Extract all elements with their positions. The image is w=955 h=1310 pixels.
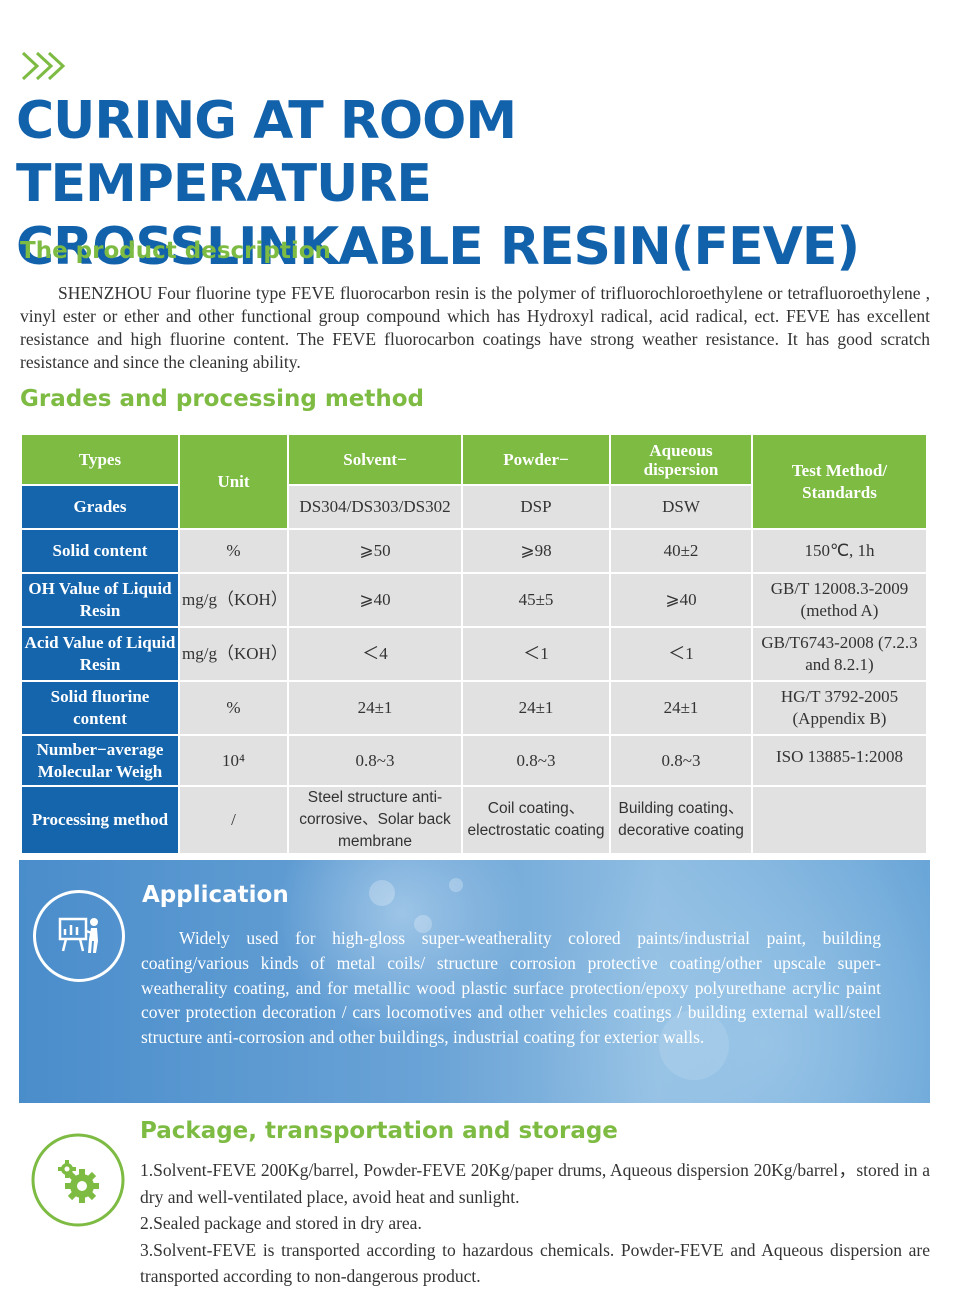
row-powder: Coil coating、electrostatic coating xyxy=(463,787,609,853)
row-label: Solid content xyxy=(22,530,178,572)
row-powder: 24±1 xyxy=(463,682,609,734)
grades-heading: Grades and processing method xyxy=(20,386,425,412)
table-row: Solid content % ⩾50 ⩾98 40±2 150℃, 1h xyxy=(22,530,926,572)
package-item: 2.Sealed package and stored in dry area. xyxy=(140,1213,422,1233)
header-unit: Unit xyxy=(180,435,287,528)
package-item: 1.Solvent-FEVE 200Kg/barrel, Powder-FEVE… xyxy=(140,1160,930,1207)
header-types: Types xyxy=(22,435,178,484)
description-heading: The product description xyxy=(20,238,331,264)
row-powder: ⩾98 xyxy=(463,530,609,572)
row-unit: % xyxy=(180,682,287,734)
row-label: Processing method xyxy=(22,787,178,853)
application-heading: Application xyxy=(142,882,289,908)
row-unit: mg/g（KOH） xyxy=(180,628,288,680)
row-unit: % xyxy=(180,530,287,572)
header-powder: Powder− xyxy=(463,435,609,484)
row-aqueous: 24±1 xyxy=(611,682,751,734)
header-grades: Grades xyxy=(22,486,178,528)
double-chevron-icon xyxy=(21,51,66,81)
grade-solvent: DS304/DS303/DS302 xyxy=(289,486,461,528)
row-solvent: ⩾40 xyxy=(289,574,461,626)
title-line-1: CURING AT ROOM TEMPERATURE xyxy=(16,91,517,214)
presentation-icon xyxy=(33,890,125,982)
row-solvent: ⩾50 xyxy=(289,530,461,572)
row-powder: 45±5 xyxy=(463,574,609,626)
row-aqueous: ⩾40 xyxy=(611,574,751,626)
page-title: CURING AT ROOM TEMPERATURE CROSSLINKABLE… xyxy=(16,90,941,279)
row-solvent: ＜4 xyxy=(289,628,461,680)
grade-powder: DSP xyxy=(463,486,609,528)
molecule-decoration xyxy=(369,880,395,906)
row-aqueous: 40±2 xyxy=(611,530,751,572)
molecule-decoration xyxy=(449,878,463,892)
description-body: SHENZHOU Four fluorine type FEVE fluoroc… xyxy=(20,282,930,374)
grades-table: Types Unit Solvent− Powder− Aqueous disp… xyxy=(20,433,928,855)
row-aqueous: 0.8~3 xyxy=(611,736,751,785)
package-item: 3.Solvent-FEVE is transported according … xyxy=(140,1239,930,1287)
row-aqueous: ＜1 xyxy=(611,628,751,680)
flask-decoration xyxy=(659,1010,729,1080)
row-test xyxy=(753,787,926,853)
row-label: OH Value of Liquid Resin xyxy=(22,574,178,626)
package-list: 1.Solvent-FEVE 200Kg/barrel, Powder-FEVE… xyxy=(140,1157,930,1290)
table-row: Number−average Molecular Weigh 10⁴ 0.8~3… xyxy=(22,736,926,785)
table-row: Solid fluorine content % 24±1 24±1 24±1 … xyxy=(22,682,926,734)
row-label: Solid fluorine content xyxy=(22,682,178,734)
header-solvent: Solvent− xyxy=(289,435,461,484)
row-test: ISO 13885-1:2008 xyxy=(753,736,926,785)
row-unit: 10⁴ xyxy=(180,736,287,785)
row-label: Acid Value of Liquid Resin xyxy=(22,628,178,680)
row-powder: ＜1 xyxy=(463,628,609,680)
gears-icon xyxy=(31,1133,125,1227)
header-aqueous: Aqueous dispersion xyxy=(611,435,751,484)
row-test: HG/T 3792-2005 (Appendix B) xyxy=(753,682,926,734)
molecule-decoration xyxy=(414,915,432,933)
row-test: 150℃, 1h xyxy=(753,530,926,572)
table-row: OH Value of Liquid Resin mg/g（KOH） ⩾40 4… xyxy=(22,574,926,626)
row-solvent: Steel structure anti-corrosive、Solar bac… xyxy=(289,787,461,853)
table-row: Processing method / Steel structure anti… xyxy=(22,787,926,853)
header-test-method: Test Method/ Standards xyxy=(753,435,926,528)
row-unit: / xyxy=(180,787,287,853)
package-heading: Package, transportation and storage xyxy=(140,1118,618,1144)
application-panel: Application Widely used for high-gloss s… xyxy=(19,860,930,1103)
row-solvent: 24±1 xyxy=(289,682,461,734)
application-text: Widely used for high-gloss super-weather… xyxy=(141,928,881,1048)
row-unit: mg/g（KOH） xyxy=(180,574,288,626)
title-line-2: CROSSLINKABLE RESIN(FEVE) xyxy=(16,217,860,277)
grade-aqueous: DSW xyxy=(611,486,751,528)
description-text: SHENZHOU Four fluorine type FEVE fluoroc… xyxy=(20,283,930,372)
row-powder: 0.8~3 xyxy=(463,736,609,785)
row-solvent: 0.8~3 xyxy=(289,736,461,785)
row-label: Number−average Molecular Weigh xyxy=(22,736,178,785)
row-test: GB/T 12008.3-2009 (method A) xyxy=(753,574,926,626)
row-aqueous: Building coating、decorative coating xyxy=(611,787,751,853)
row-test: GB/T6743-2008 (7.2.3 and 8.2.1) xyxy=(753,628,926,680)
table-row: Acid Value of Liquid Resin mg/g（KOH） ＜4 … xyxy=(22,628,926,680)
